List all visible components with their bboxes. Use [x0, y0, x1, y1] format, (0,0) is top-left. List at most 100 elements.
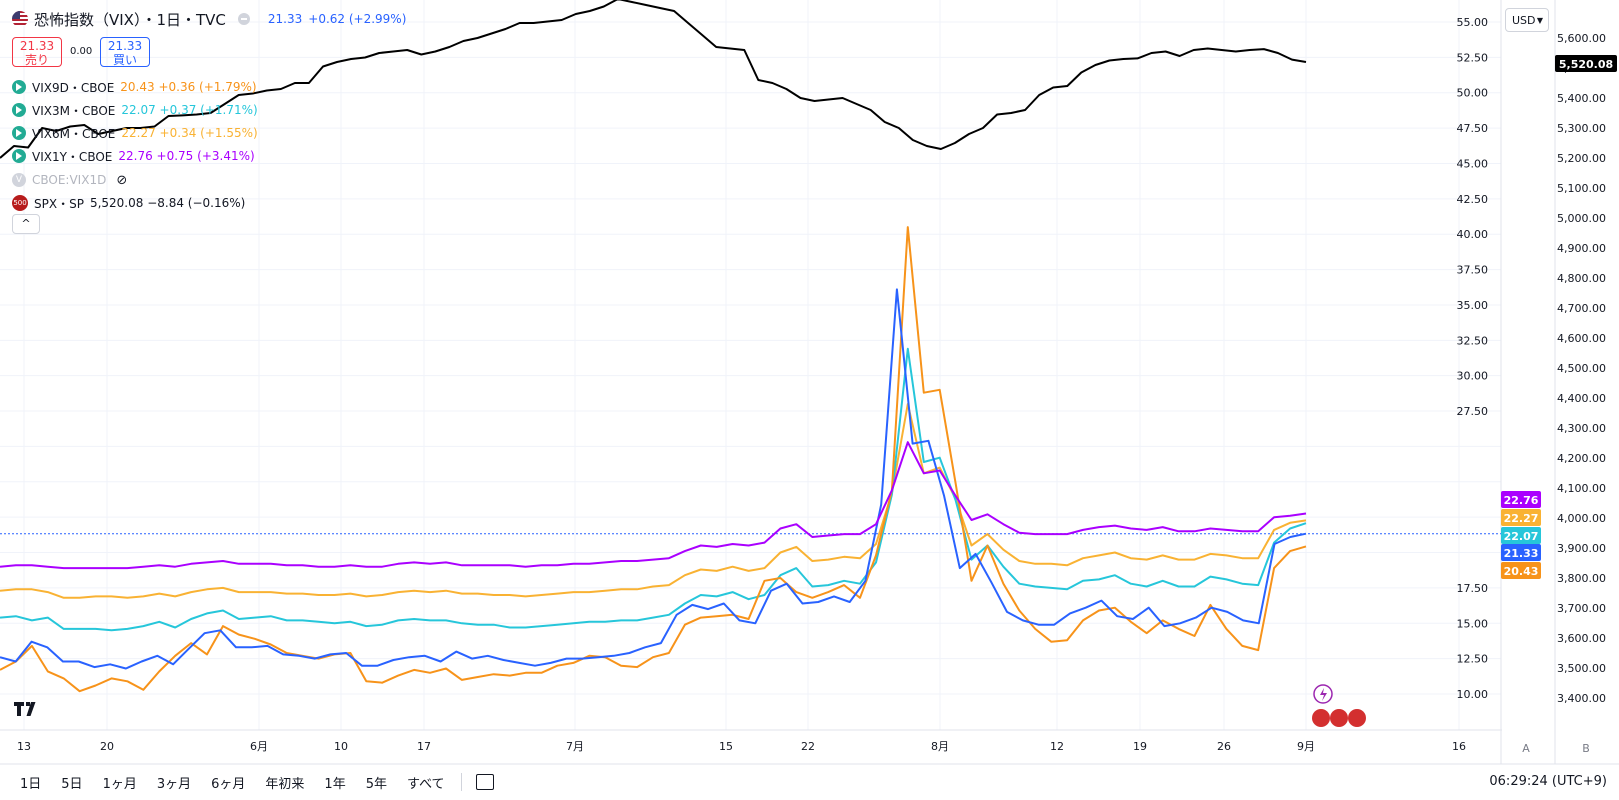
calendar-goto-icon[interactable] — [475, 774, 494, 790]
range-ytd[interactable]: 年初来 — [265, 776, 305, 792]
tradingview-logo[interactable] — [14, 702, 42, 722]
price-tag — [1501, 562, 1541, 579]
right-tick-label: 4,700.00 — [1557, 302, 1606, 315]
play-icon[interactable] — [12, 126, 26, 140]
range-5d[interactable]: 5日 — [61, 776, 83, 792]
grid — [0, 0, 1501, 730]
price-tag-label: 20.43 — [1504, 565, 1539, 578]
currency-label: USD — [1512, 14, 1536, 27]
right-tick-label: 5,600.00 — [1557, 32, 1606, 45]
price-tags: 5,520.08 22.76 22.27 22.07 21.33 20.43 — [1501, 55, 1617, 579]
left-tick-label: 37.50 — [1457, 264, 1489, 277]
log-scale-button[interactable]: B — [1582, 742, 1590, 755]
right-tick-label: 5,300.00 — [1557, 122, 1606, 135]
series-line-vix9d[interactable] — [0, 226, 1307, 693]
auto-scale-button[interactable]: A — [1522, 742, 1530, 755]
spx-500-icon: 500 — [12, 195, 28, 211]
range-1y[interactable]: 1年 — [324, 776, 346, 792]
divider — [460, 773, 462, 791]
right-axis-ticks: 3,400.00 3,500.00 3,600.00 3,700.00 3,800.00… — [1557, 32, 1606, 705]
series-line-vix[interactable] — [0, 288, 1307, 670]
event-icons — [1312, 684, 1366, 727]
left-axis-ticks: 10.00 12.50 15.00 17.50 27.50 30.00 32.50 35.00… — [1457, 16, 1489, 701]
right-tick-label: 4,400.00 — [1557, 392, 1606, 405]
right-tick-label: 4,000.00 — [1557, 512, 1606, 525]
last-price: 21.33 — [267, 12, 303, 26]
left-tick-label: 15.00 — [1457, 617, 1489, 630]
chevron-down-icon: ▼ — [1536, 16, 1543, 25]
right-tick-label: 4,900.00 — [1557, 242, 1606, 255]
legend-symbol: CBOE:VIX1D — [32, 173, 107, 187]
range-1m[interactable]: 1ヶ月 — [102, 776, 137, 792]
us-flag-event-icon[interactable] — [1330, 709, 1348, 727]
legend-symbol: VIX3M・CBOE — [32, 103, 116, 118]
legend-value: 22.27 +0.34 (+1.55%) — [121, 126, 258, 140]
x-tick-label: 13 — [17, 740, 31, 753]
buy-label: 買い — [112, 53, 137, 67]
left-tick-label: 55.00 — [1457, 16, 1489, 29]
series-line-vix1y[interactable] — [0, 441, 1307, 570]
right-tick-label: 5,200.00 — [1557, 152, 1606, 165]
play-icon[interactable] — [12, 149, 26, 163]
series-line-spx[interactable] — [0, 0, 1307, 159]
legend-row-vix6m[interactable]: VIX6M・CBOE 22.27 +0.34 (+1.55%) — [12, 123, 258, 143]
series-group — [0, 0, 1307, 693]
collapse-legend-button[interactable]: ^ — [12, 214, 40, 234]
left-tick-label: 27.50 — [1457, 405, 1489, 418]
buy-button[interactable]: 21.33 買い — [100, 37, 150, 67]
left-tick-label: 17.50 — [1457, 582, 1489, 595]
right-tick-label: 3,900.00 — [1557, 542, 1606, 555]
range-5y[interactable]: 5年 — [365, 776, 387, 792]
price-tag — [1501, 491, 1541, 508]
right-tick-label: 3,700.00 — [1557, 602, 1606, 615]
legend-symbol: SPX・SP — [34, 196, 84, 211]
legend-row-vix1d[interactable]: V CBOE:VIX1D ⊘ — [12, 170, 127, 190]
x-tick-label: 19 — [1133, 740, 1147, 753]
main-symbol-row[interactable]: 恐怖指数（VIX）・1日・TVC 21.33 +0.62 (+2.99%) — [12, 9, 406, 29]
us-flag-event-icon[interactable] — [1348, 709, 1366, 727]
legend-row-spx[interactable]: 500 SPX・SP 5,520.08 −8.84 (−0.16%) — [12, 193, 245, 213]
legend-row-vix3m[interactable]: VIX3M・CBOE 22.07 +0.37 (+1.71%) — [12, 100, 258, 120]
price-tag-label: 22.07 — [1504, 530, 1539, 543]
legend-value: 22.76 +0.75 (+3.41%) — [118, 149, 255, 163]
legend-symbol: VIX1Y・CBOE — [32, 149, 113, 164]
play-icon[interactable] — [12, 103, 26, 117]
x-tick-label: 6月 — [250, 740, 268, 753]
range-6m[interactable]: 6ヶ月 — [211, 776, 246, 792]
range-3m[interactable]: 3ヶ月 — [156, 776, 192, 792]
legend-symbol: VIX6M・CBOE — [32, 126, 116, 141]
play-icon[interactable] — [12, 80, 26, 94]
legend-row-vix1y[interactable]: VIX1Y・CBOE 22.76 +0.75 (+3.41%) — [12, 146, 255, 166]
eye-crossed-icon[interactable]: ⊘ — [116, 172, 128, 188]
chart-title[interactable]: 恐怖指数（VIX）・1日・TVC — [34, 10, 226, 29]
series-line-vix3m[interactable] — [0, 347, 1307, 632]
left-tick-label: 47.50 — [1457, 122, 1489, 135]
range-all[interactable]: すべて — [406, 776, 445, 792]
legend-row-vix9d[interactable]: VIX9D・CBOE 20.43 +0.36 (+1.79%) — [12, 77, 257, 97]
left-tick-label: 30.00 — [1457, 370, 1489, 383]
clock[interactable]: 06:29:24 (UTC+9) — [1489, 774, 1607, 789]
price-tag-label: 22.27 — [1504, 512, 1539, 525]
right-tick-label: 4,500.00 — [1557, 362, 1606, 375]
price-tag — [1501, 509, 1541, 526]
us-flag-event-icon[interactable] — [1312, 709, 1330, 727]
v-icon: V — [12, 173, 26, 187]
right-tick-label: 3,400.00 — [1557, 692, 1606, 705]
price-change: +0.62 (+2.99%) — [308, 12, 407, 26]
left-tick-label: 32.50 — [1457, 334, 1489, 347]
legend-value: 22.07 +0.37 (+1.71%) — [121, 103, 258, 117]
minus-icon[interactable] — [237, 13, 250, 25]
series-line-vix6m[interactable] — [0, 403, 1307, 599]
currency-selector[interactable]: USD ▼ — [1505, 8, 1549, 32]
price-tag — [1501, 544, 1541, 561]
right-tick-label: 4,100.00 — [1557, 482, 1606, 495]
right-tick-label: 3,500.00 — [1557, 662, 1606, 675]
left-tick-label: 12.50 — [1457, 653, 1489, 666]
price-tag — [1501, 527, 1541, 544]
x-tick-label: 7月 — [566, 740, 584, 753]
right-tick-label: 4,200.00 — [1557, 452, 1606, 465]
range-1d[interactable]: 1日 — [20, 776, 42, 792]
x-tick-label: 12 — [1050, 740, 1064, 753]
sell-button[interactable]: 21.33 売り — [12, 37, 62, 67]
